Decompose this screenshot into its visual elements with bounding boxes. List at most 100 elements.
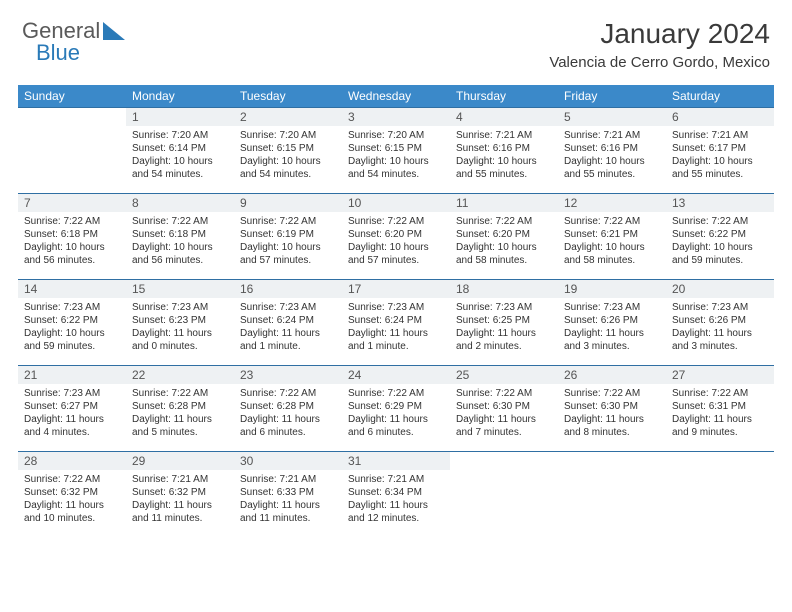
day-number: 11: [450, 194, 558, 212]
daylight-text: Daylight: 10 hours and 54 minutes.: [348, 155, 444, 181]
sunset-text: Sunset: 6:20 PM: [456, 228, 552, 241]
sunrise-text: Sunrise: 7:22 AM: [240, 215, 336, 228]
sunrise-text: Sunrise: 7:22 AM: [240, 387, 336, 400]
day-body: Sunrise: 7:22 AMSunset: 6:28 PMDaylight:…: [234, 384, 342, 441]
sunrise-text: Sunrise: 7:23 AM: [672, 301, 768, 314]
day-cell: 12Sunrise: 7:22 AMSunset: 6:21 PMDayligh…: [558, 194, 666, 280]
day-cell: 29Sunrise: 7:21 AMSunset: 6:32 PMDayligh…: [126, 452, 234, 538]
day-number: 15: [126, 280, 234, 298]
day-cell: [18, 108, 126, 194]
day-body: Sunrise: 7:21 AMSunset: 6:33 PMDaylight:…: [234, 470, 342, 527]
sunset-text: Sunset: 6:23 PM: [132, 314, 228, 327]
day-body: Sunrise: 7:21 AMSunset: 6:34 PMDaylight:…: [342, 470, 450, 527]
day-cell: 25Sunrise: 7:22 AMSunset: 6:30 PMDayligh…: [450, 366, 558, 452]
daylight-text: Daylight: 10 hours and 55 minutes.: [672, 155, 768, 181]
day-cell: 1Sunrise: 7:20 AMSunset: 6:14 PMDaylight…: [126, 108, 234, 194]
sunrise-text: Sunrise: 7:23 AM: [456, 301, 552, 314]
daylight-text: Daylight: 10 hours and 56 minutes.: [132, 241, 228, 267]
daylight-text: Daylight: 11 hours and 5 minutes.: [132, 413, 228, 439]
sunset-text: Sunset: 6:18 PM: [132, 228, 228, 241]
calendar-table: Sunday Monday Tuesday Wednesday Thursday…: [18, 85, 774, 538]
day-cell: 28Sunrise: 7:22 AMSunset: 6:32 PMDayligh…: [18, 452, 126, 538]
sunset-text: Sunset: 6:22 PM: [672, 228, 768, 241]
day-number: 23: [234, 366, 342, 384]
day-number: 30: [234, 452, 342, 470]
daylight-text: Daylight: 11 hours and 11 minutes.: [132, 499, 228, 525]
sunrise-text: Sunrise: 7:21 AM: [672, 129, 768, 142]
sunrise-text: Sunrise: 7:22 AM: [672, 215, 768, 228]
sunrise-text: Sunrise: 7:22 AM: [672, 387, 768, 400]
sunset-text: Sunset: 6:30 PM: [564, 400, 660, 413]
sunset-text: Sunset: 6:28 PM: [240, 400, 336, 413]
day-number: 8: [126, 194, 234, 212]
day-number: 16: [234, 280, 342, 298]
day-number: 22: [126, 366, 234, 384]
day-cell: 16Sunrise: 7:23 AMSunset: 6:24 PMDayligh…: [234, 280, 342, 366]
sunrise-text: Sunrise: 7:22 AM: [456, 215, 552, 228]
week-row: 21Sunrise: 7:23 AMSunset: 6:27 PMDayligh…: [18, 366, 774, 452]
daylight-text: Daylight: 11 hours and 1 minute.: [348, 327, 444, 353]
sunrise-text: Sunrise: 7:22 AM: [348, 387, 444, 400]
day-number: 6: [666, 108, 774, 126]
daylight-text: Daylight: 10 hours and 56 minutes.: [24, 241, 120, 267]
daylight-text: Daylight: 10 hours and 55 minutes.: [456, 155, 552, 181]
day-body: Sunrise: 7:23 AMSunset: 6:24 PMDaylight:…: [342, 298, 450, 355]
day-body: Sunrise: 7:23 AMSunset: 6:24 PMDaylight:…: [234, 298, 342, 355]
daylight-text: Daylight: 10 hours and 57 minutes.: [240, 241, 336, 267]
sunset-text: Sunset: 6:19 PM: [240, 228, 336, 241]
sunset-text: Sunset: 6:28 PM: [132, 400, 228, 413]
sunrise-text: Sunrise: 7:23 AM: [132, 301, 228, 314]
day-body: Sunrise: 7:23 AMSunset: 6:23 PMDaylight:…: [126, 298, 234, 355]
daylight-text: Daylight: 11 hours and 4 minutes.: [24, 413, 120, 439]
day-body: Sunrise: 7:22 AMSunset: 6:30 PMDaylight:…: [558, 384, 666, 441]
day-number: 14: [18, 280, 126, 298]
daylight-text: Daylight: 10 hours and 54 minutes.: [132, 155, 228, 181]
day-body: Sunrise: 7:22 AMSunset: 6:32 PMDaylight:…: [18, 470, 126, 527]
calendar-body: 1Sunrise: 7:20 AMSunset: 6:14 PMDaylight…: [18, 108, 774, 538]
day-body: Sunrise: 7:21 AMSunset: 6:16 PMDaylight:…: [450, 126, 558, 183]
day-body: Sunrise: 7:20 AMSunset: 6:14 PMDaylight:…: [126, 126, 234, 183]
sunset-text: Sunset: 6:31 PM: [672, 400, 768, 413]
day-body: Sunrise: 7:22 AMSunset: 6:21 PMDaylight:…: [558, 212, 666, 269]
day-number: 3: [342, 108, 450, 126]
sunrise-text: Sunrise: 7:22 AM: [348, 215, 444, 228]
daylight-text: Daylight: 10 hours and 59 minutes.: [672, 241, 768, 267]
day-body: Sunrise: 7:22 AMSunset: 6:29 PMDaylight:…: [342, 384, 450, 441]
sunset-text: Sunset: 6:27 PM: [24, 400, 120, 413]
day-number: 2: [234, 108, 342, 126]
sunrise-text: Sunrise: 7:22 AM: [564, 387, 660, 400]
day-cell: 23Sunrise: 7:22 AMSunset: 6:28 PMDayligh…: [234, 366, 342, 452]
sunrise-text: Sunrise: 7:23 AM: [24, 301, 120, 314]
sunrise-text: Sunrise: 7:20 AM: [348, 129, 444, 142]
daylight-text: Daylight: 11 hours and 0 minutes.: [132, 327, 228, 353]
daylight-text: Daylight: 11 hours and 7 minutes.: [456, 413, 552, 439]
daylight-text: Daylight: 10 hours and 58 minutes.: [456, 241, 552, 267]
daylight-text: Daylight: 11 hours and 3 minutes.: [564, 327, 660, 353]
day-cell: 24Sunrise: 7:22 AMSunset: 6:29 PMDayligh…: [342, 366, 450, 452]
sunrise-text: Sunrise: 7:22 AM: [564, 215, 660, 228]
sunset-text: Sunset: 6:18 PM: [24, 228, 120, 241]
day-header-wednesday: Wednesday: [342, 85, 450, 108]
day-number: 9: [234, 194, 342, 212]
sunrise-text: Sunrise: 7:20 AM: [132, 129, 228, 142]
day-number: 12: [558, 194, 666, 212]
day-cell: 31Sunrise: 7:21 AMSunset: 6:34 PMDayligh…: [342, 452, 450, 538]
day-body: Sunrise: 7:22 AMSunset: 6:20 PMDaylight:…: [450, 212, 558, 269]
sunset-text: Sunset: 6:21 PM: [564, 228, 660, 241]
day-number: 17: [342, 280, 450, 298]
sunrise-text: Sunrise: 7:20 AM: [240, 129, 336, 142]
day-cell: 3Sunrise: 7:20 AMSunset: 6:15 PMDaylight…: [342, 108, 450, 194]
sunset-text: Sunset: 6:17 PM: [672, 142, 768, 155]
logo-triangle-icon: [103, 22, 125, 40]
sunrise-text: Sunrise: 7:22 AM: [24, 473, 120, 486]
day-number: 29: [126, 452, 234, 470]
day-body: Sunrise: 7:21 AMSunset: 6:16 PMDaylight:…: [558, 126, 666, 183]
day-body: Sunrise: 7:23 AMSunset: 6:22 PMDaylight:…: [18, 298, 126, 355]
daylight-text: Daylight: 10 hours and 54 minutes.: [240, 155, 336, 181]
day-cell: 10Sunrise: 7:22 AMSunset: 6:20 PMDayligh…: [342, 194, 450, 280]
day-cell: 11Sunrise: 7:22 AMSunset: 6:20 PMDayligh…: [450, 194, 558, 280]
day-body: Sunrise: 7:23 AMSunset: 6:27 PMDaylight:…: [18, 384, 126, 441]
sunrise-text: Sunrise: 7:21 AM: [456, 129, 552, 142]
sunset-text: Sunset: 6:30 PM: [456, 400, 552, 413]
daylight-text: Daylight: 11 hours and 10 minutes.: [24, 499, 120, 525]
